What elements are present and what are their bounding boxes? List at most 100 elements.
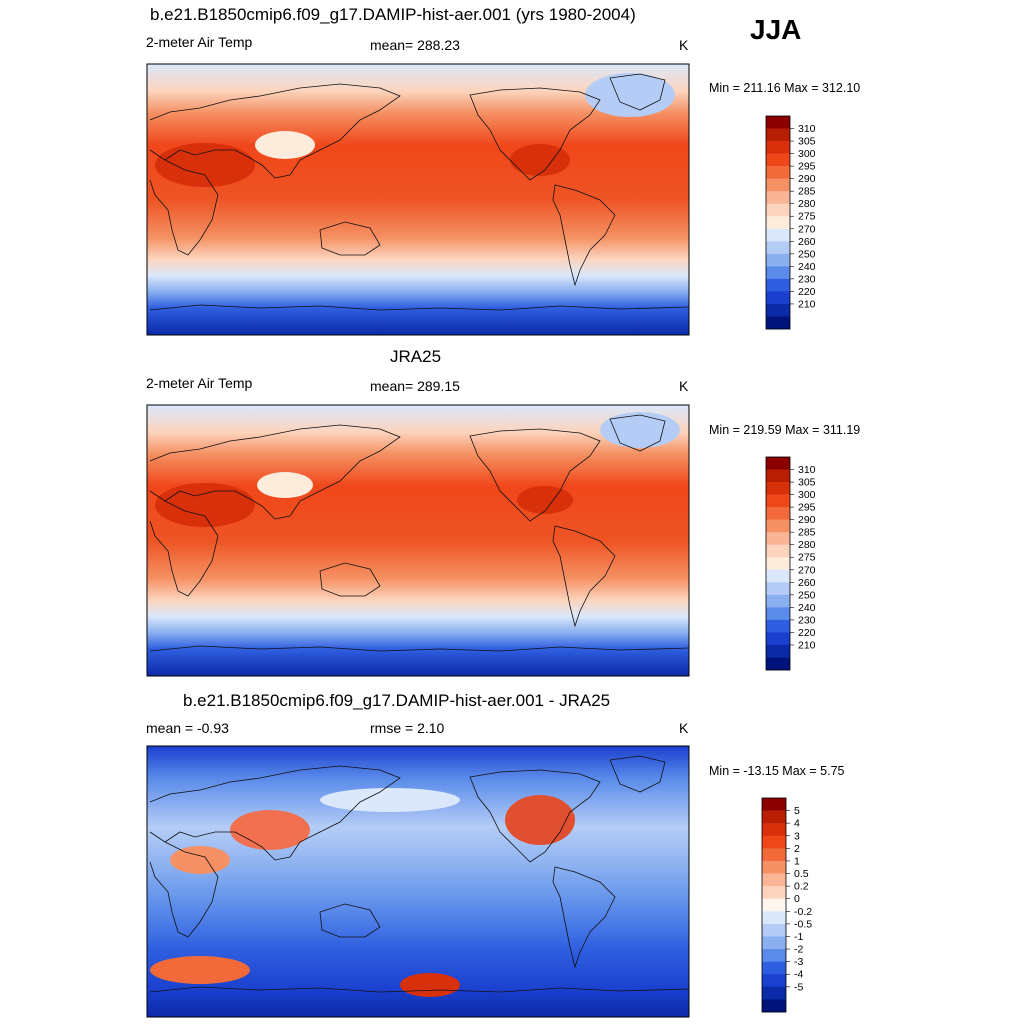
colorbar-tick-label: 210 — [798, 298, 816, 310]
colorbar-frame — [765, 115, 791, 330]
colorbar-swatch — [766, 216, 790, 230]
panel-1-sahara-warm-patch — [155, 143, 255, 187]
panel-3-asia-warm-bias — [230, 810, 310, 850]
colorbar-swatch — [766, 228, 790, 242]
panel-3-minmax: Min = -13.15 Max = 5.75 — [709, 764, 845, 778]
panel-2-greenland-cold-patch — [600, 412, 680, 448]
colorbar-swatch — [766, 241, 790, 255]
colorbar-swatch — [762, 936, 786, 950]
panel-3-rmse-label: rmse = 2.10 — [370, 720, 445, 736]
colorbar-tick-label: -4 — [794, 969, 803, 981]
colorbar-swatch — [766, 303, 790, 317]
panel-3-pacific-light-band — [320, 788, 460, 812]
panel-3-map — [147, 746, 689, 1017]
panel-1-namerica-warm-patch — [510, 144, 570, 176]
colorbar-swatch — [766, 482, 790, 495]
colorbar-swatch — [762, 911, 786, 925]
colorbar-tick-label: 3 — [794, 830, 800, 842]
panel-2-namerica-warm-patch — [517, 486, 573, 514]
colorbar-swatch — [766, 569, 790, 583]
panel-2-unit: K — [679, 378, 689, 394]
panel-1-greenland-cold-patch — [585, 73, 675, 117]
colorbar-swatch — [766, 619, 790, 633]
colorbar-tick-label: 0.2 — [794, 881, 809, 893]
colorbar-tick-label: 4 — [794, 818, 800, 830]
panel-1-colorbar: 3103053002952902852802752702602502402302… — [765, 115, 816, 330]
colorbar-swatch — [766, 632, 790, 646]
panel-1-mean-label: mean= 288.23 — [370, 37, 460, 53]
colorbar-frame — [761, 797, 787, 1013]
colorbar-tick-label: 310 — [798, 464, 816, 476]
colorbar-swatch — [766, 253, 790, 267]
colorbar-swatch — [762, 986, 786, 1000]
colorbar-swatch — [762, 873, 786, 887]
colorbar-tick-label: 230 — [798, 614, 816, 626]
colorbar-swatch — [766, 594, 790, 608]
colorbar-tick-label: -1 — [794, 931, 803, 943]
colorbar-swatch — [766, 266, 790, 280]
colorbar-tick-label: 305 — [798, 477, 816, 489]
colorbar-tick-label: -0.5 — [794, 918, 812, 930]
panel-3-map-frame — [146, 745, 690, 1018]
panel-2-variable-label: 2-meter Air Temp — [146, 375, 253, 391]
panel-2-minmax: Min = 219.59 Max = 311.19 — [709, 423, 861, 437]
colorbar-tick-label: 270 — [798, 223, 816, 235]
colorbar-swatch — [766, 507, 790, 520]
colorbar-tick-label: 0 — [794, 893, 800, 905]
panel-3-mean-label: mean = -0.93 — [146, 720, 229, 736]
colorbar-swatch — [762, 848, 786, 862]
colorbar-tick-label: -3 — [794, 956, 803, 968]
colorbar-tick-label: 5 — [794, 805, 800, 817]
colorbar-tick-label: 260 — [798, 236, 816, 248]
colorbar-swatch — [766, 141, 790, 154]
colorbar-tick-label: 210 — [798, 639, 816, 651]
colorbar-tick-label: 285 — [798, 527, 816, 539]
colorbar-swatch — [766, 644, 790, 658]
colorbar-tick-label: 295 — [798, 161, 816, 173]
panel-1-minmax: Min = 211.16 Max = 312.10 — [709, 81, 861, 95]
colorbar-swatch — [766, 657, 790, 671]
colorbar-tick-label: 220 — [798, 286, 816, 298]
colorbar-tick-label: 290 — [798, 173, 816, 185]
panel-3-coastlines — [149, 755, 689, 993]
colorbar-tick-label: 305 — [798, 136, 816, 148]
colorbar-tick-label: 280 — [798, 198, 816, 210]
colorbar-tick-label: -2 — [794, 944, 803, 956]
colorbar-swatch — [766, 178, 790, 192]
colorbar-tick-label: 275 — [798, 552, 816, 564]
panel-1-unit: K — [679, 37, 689, 53]
colorbar-tick-label: 250 — [798, 589, 816, 601]
colorbar-swatch — [762, 835, 786, 849]
panel-3-antarctic-warm-bias — [400, 973, 460, 997]
colorbar-swatch — [766, 544, 790, 558]
colorbar-swatch — [762, 974, 786, 988]
colorbar-tick-label: 275 — [798, 211, 816, 223]
colorbar-tick-label: 280 — [798, 539, 816, 551]
colorbar-swatch — [766, 203, 790, 217]
panel-3-title: b.e21.B1850cmip6.f09_g17.DAMIP-hist-aer.… — [183, 691, 611, 710]
panel-1-map-frame — [146, 63, 690, 336]
colorbar-tick-label: 285 — [798, 186, 816, 198]
panel-2-map-frame — [146, 404, 690, 677]
panel-3-unit: K — [679, 720, 689, 736]
colorbar-swatch — [766, 191, 790, 205]
colorbar-swatch — [762, 961, 786, 975]
colorbar-tick-label: 2 — [794, 843, 800, 855]
panel-2-mean-label: mean= 289.15 — [370, 378, 460, 394]
colorbar-tick-label: 0.5 — [794, 868, 809, 880]
colorbar-tick-label: 270 — [798, 564, 816, 576]
panel-3-africa-warm-bias — [170, 846, 230, 874]
colorbar-swatch — [762, 923, 786, 937]
colorbar-tick-label: -0.2 — [794, 906, 812, 918]
colorbar-tick-label: 1 — [794, 855, 800, 867]
panel-1-title: b.e21.B1850cmip6.f09_g17.DAMIP-hist-aer.… — [150, 5, 636, 24]
colorbar-tick-label: 240 — [798, 602, 816, 614]
panel-3-namerica-warm-bias — [505, 795, 575, 845]
colorbar-swatch — [766, 582, 790, 596]
season-label: JJA — [750, 14, 802, 45]
panel-3-southern-ocean-warm-bias — [150, 956, 250, 984]
colorbar-tick-label: 240 — [798, 261, 816, 273]
colorbar-swatch — [766, 469, 790, 483]
